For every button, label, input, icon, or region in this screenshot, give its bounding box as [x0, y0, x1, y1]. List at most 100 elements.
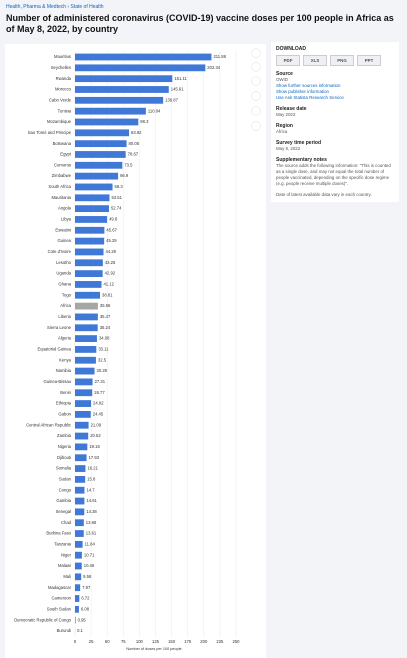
y-tick-label: Algeria	[58, 336, 72, 341]
format-button[interactable]: PDF	[276, 55, 300, 66]
value-label: 32.5	[98, 357, 107, 362]
bar	[75, 194, 110, 202]
bar	[75, 140, 127, 148]
bar	[75, 291, 100, 299]
value-label: 20.52	[90, 433, 101, 438]
y-tick-label: Kenya	[59, 357, 72, 362]
y-tick-label: Cameroon	[51, 596, 71, 601]
bar	[75, 248, 104, 256]
region-heading: Region	[276, 123, 293, 129]
x-tick-label: 75	[121, 639, 126, 644]
y-tick-label: Morocco	[55, 87, 72, 92]
value-label: 14.7	[86, 487, 95, 492]
value-label: 24.45	[93, 412, 104, 417]
value-label: 136.87	[165, 97, 178, 102]
bar	[75, 551, 82, 559]
x-tick-label: 175	[184, 639, 192, 644]
bar	[75, 421, 89, 429]
y-tick-label: Egypt	[60, 152, 72, 157]
value-label: 35.56	[100, 303, 111, 308]
y-tick-label: Ethiopia	[56, 401, 72, 406]
bar	[75, 172, 119, 180]
y-tick-label: Mauritius	[54, 54, 71, 59]
x-tick-label: 25	[89, 639, 94, 644]
value-label: 0.95	[78, 617, 87, 622]
y-tick-label: Sudan	[59, 476, 72, 481]
share-button[interactable]	[251, 91, 261, 101]
bar	[75, 595, 80, 602]
source-link[interactable]: Show publisher information	[276, 89, 329, 94]
x-tick-label: 200	[200, 639, 208, 644]
print-button[interactable]	[251, 121, 261, 131]
value-label: 14.38	[86, 509, 97, 514]
bar	[75, 64, 206, 72]
value-label: 15.8	[87, 476, 96, 481]
bar	[75, 616, 76, 624]
breadcrumb-link[interactable]: State of Health	[70, 4, 104, 10]
value-label: 145.61	[171, 87, 184, 92]
cite-button[interactable]	[251, 106, 261, 116]
bar	[75, 400, 92, 407]
format-button[interactable]: XLS	[303, 55, 327, 66]
y-tick-label: Rwanda	[56, 76, 72, 81]
breadcrumb-link[interactable]: Health, Pharma & Medtech	[6, 4, 67, 10]
bar	[75, 508, 85, 516]
bar	[75, 465, 86, 472]
bar	[75, 486, 85, 494]
value-label: 17.93	[89, 455, 100, 460]
note: The source adds the following informatio…	[276, 163, 391, 186]
y-tick-label: Cote d'Ivoire	[48, 249, 72, 254]
y-tick-label: Lesotho	[56, 260, 72, 265]
y-tick-label: Congo	[59, 487, 72, 492]
bar	[75, 161, 123, 169]
value-label: 11.84	[85, 541, 96, 546]
notify-button[interactable]	[251, 62, 261, 72]
y-tick-label: Gambia	[56, 498, 71, 503]
note: Date of latest available data vary in ea…	[276, 192, 372, 197]
y-tick-label: South Africa	[48, 184, 71, 189]
y-tick-label: Gabon	[58, 412, 71, 417]
settings-button[interactable]	[251, 76, 261, 86]
bar	[75, 497, 85, 505]
y-tick-label: Seychelles	[51, 65, 71, 70]
bar	[75, 237, 105, 245]
y-tick-label: Mauritania	[51, 195, 71, 200]
value-label: 49.8	[109, 217, 118, 222]
bar	[75, 302, 98, 310]
value-label: 211.88	[213, 54, 226, 59]
y-tick-label: Mali	[63, 574, 71, 579]
source-heading: Source	[276, 71, 293, 77]
bar	[75, 378, 93, 386]
value-label: 98.3	[140, 119, 149, 124]
value-label: 151.11	[174, 76, 187, 81]
period: May 8, 2022	[276, 146, 301, 151]
bar	[75, 226, 105, 234]
bar	[75, 118, 139, 126]
y-tick-label: Eswatini	[55, 227, 71, 232]
y-tick-label: Chad	[61, 520, 72, 525]
value-label: 35.24	[100, 325, 111, 330]
format-button[interactable]: PPT	[357, 55, 381, 66]
bar	[75, 270, 103, 278]
value-label: 7.97	[82, 585, 91, 590]
value-label: 16.21	[87, 466, 98, 471]
source-link[interactable]: Show further sources information	[276, 83, 341, 88]
y-tick-label: Zimbabwe	[52, 173, 72, 178]
value-label: 10.46	[84, 563, 95, 568]
source-link[interactable]: Use Ask Statista Research Service	[276, 95, 344, 100]
bar	[75, 367, 95, 375]
value-label: 34.08	[99, 336, 110, 341]
notes-heading: Supplementary notes	[276, 157, 327, 163]
y-tick-label: Zambia	[57, 433, 72, 438]
value-label: 10.71	[84, 552, 95, 557]
download-heading: DOWNLOAD	[276, 46, 306, 52]
value-label: 45.67	[106, 227, 117, 232]
bar	[75, 454, 87, 462]
region: Africa	[276, 129, 288, 134]
format-button[interactable]: PNG	[330, 55, 354, 66]
y-tick-label: Ghana	[58, 282, 71, 287]
favorite-button[interactable]	[251, 48, 261, 58]
y-tick-label: Mozambique	[47, 119, 72, 124]
y-tick-label: Guinea	[57, 238, 71, 243]
